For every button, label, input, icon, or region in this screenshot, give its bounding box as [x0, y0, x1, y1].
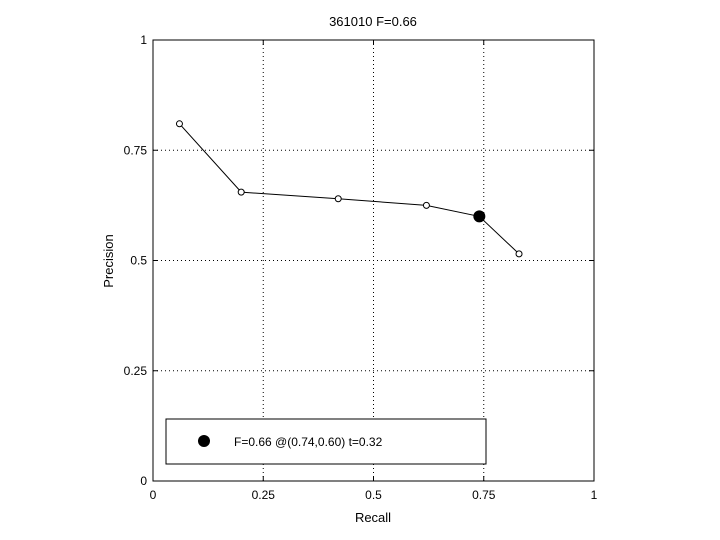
- tick-marks: [152, 39, 595, 482]
- y-tick-label: 1: [140, 33, 147, 47]
- optimal-f-point: [473, 210, 486, 223]
- data-point: [515, 250, 523, 258]
- y-tick-label: 0.75: [124, 143, 148, 157]
- x-axis-label: Recall: [355, 510, 391, 525]
- data-point: [175, 120, 183, 128]
- x-tick-labels: 0 0.25 0.5 0.75 1: [150, 488, 598, 502]
- x-tick-label: 0.75: [472, 488, 496, 502]
- grid-lines: [153, 40, 594, 481]
- data-point: [237, 188, 245, 196]
- legend-box: [165, 418, 487, 465]
- y-tick-label: 0.5: [130, 254, 147, 268]
- y-tick-label: 0: [140, 474, 147, 488]
- legend: F=0.66 @(0.74,0.60) t=0.32: [165, 418, 487, 465]
- y-axis-label: Precision: [101, 234, 116, 287]
- legend-entry: F=0.66 @(0.74,0.60) t=0.32: [234, 435, 383, 449]
- data-point: [334, 195, 342, 203]
- pr-series: [175, 120, 523, 258]
- legend-marker: [198, 435, 210, 447]
- x-tick-label: 0: [150, 488, 157, 502]
- chart-title: 361010 F=0.66: [329, 14, 417, 29]
- x-tick-label: 0.5: [365, 488, 382, 502]
- x-tick-label: 1: [591, 488, 598, 502]
- y-tick-labels: 0 0.25 0.5 0.75 1: [124, 33, 148, 488]
- data-point: [422, 201, 430, 209]
- y-tick-label: 0.25: [124, 364, 148, 378]
- x-tick-label: 0.25: [252, 488, 276, 502]
- series-line: [179, 123, 520, 255]
